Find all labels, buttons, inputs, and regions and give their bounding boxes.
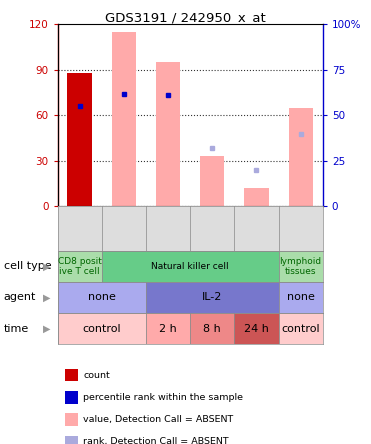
Bar [58,313,146,344]
Text: 8 h: 8 h [203,324,221,333]
Text: ▶: ▶ [43,324,50,333]
Bar [146,282,279,313]
Bar [146,313,190,344]
Bar [279,251,323,282]
Text: count: count [83,371,110,380]
Text: lymphoid
tissues: lymphoid tissues [280,257,322,276]
Text: cell type: cell type [4,262,51,271]
Bar [112,32,136,206]
Text: none: none [287,293,315,302]
Text: control: control [281,324,320,333]
Bar [234,313,279,344]
Text: time: time [4,324,29,333]
Text: ▶: ▶ [43,262,50,271]
Bar [156,62,180,206]
Bar [58,282,146,313]
Bar [190,313,234,344]
Text: none: none [88,293,116,302]
Text: rank, Detection Call = ABSENT: rank, Detection Call = ABSENT [83,437,229,444]
Text: Natural killer cell: Natural killer cell [151,262,229,271]
Text: agent: agent [4,293,36,302]
Text: CD8 posit
ive T cell: CD8 posit ive T cell [58,257,102,276]
Bar [58,251,102,282]
Bar [102,251,279,282]
Bar [244,188,269,206]
Bar [279,282,323,313]
Text: IL-2: IL-2 [202,293,223,302]
Text: value, Detection Call = ABSENT: value, Detection Call = ABSENT [83,415,234,424]
Bar [289,108,313,206]
Text: percentile rank within the sample: percentile rank within the sample [83,393,243,402]
Bar [279,313,323,344]
Text: GDS3191 / 242950_x_at: GDS3191 / 242950_x_at [105,11,266,24]
Bar [200,156,224,206]
Text: ▶: ▶ [43,293,50,302]
Text: control: control [82,324,121,333]
Text: 24 h: 24 h [244,324,269,333]
Bar [68,73,92,206]
Text: 2 h: 2 h [159,324,177,333]
